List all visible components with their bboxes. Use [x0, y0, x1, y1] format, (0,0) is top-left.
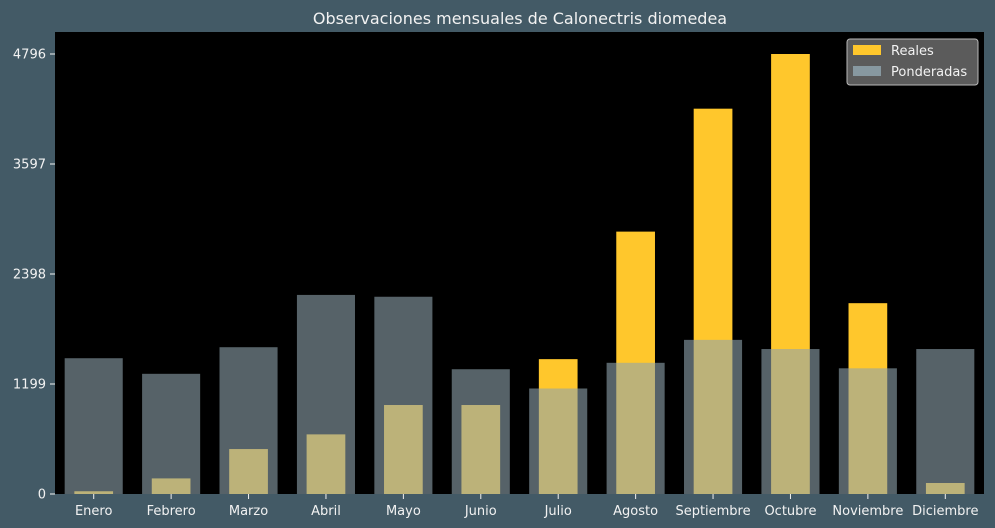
legend-swatch-reales: [853, 45, 881, 55]
bar-ponderadas-marzo: [219, 347, 278, 494]
chart-title: Observaciones mensuales de Calonectris d…: [313, 9, 727, 28]
y-tick-label-2398: 2398: [13, 268, 46, 283]
y-tick-label-1199: 1199: [13, 378, 46, 393]
x-tick-label-julio: Julio: [544, 504, 572, 519]
legend: Reales Ponderadas: [846, 38, 979, 86]
legend-label-reales: Reales: [891, 44, 934, 59]
bar-ponderadas-mayo: [374, 296, 433, 494]
bar-ponderadas-enero: [64, 358, 123, 494]
bar-ponderadas-diciembre: [916, 349, 975, 494]
bar-ponderadas-julio: [529, 388, 588, 494]
x-tick-label-junio: Junio: [464, 504, 497, 519]
bar-ponderadas-noviembre: [838, 368, 897, 494]
x-tick-label-septiembre: Septiembre: [675, 504, 750, 519]
bar-ponderadas-octubre: [761, 349, 820, 494]
x-tick-label-octubre: Octubre: [764, 504, 816, 519]
y-tick-label-3597: 3597: [13, 158, 46, 173]
x-tick-label-mayo: Mayo: [386, 504, 421, 519]
bar-ponderadas-abril: [296, 294, 355, 494]
y-tick-label-4796: 4796: [13, 48, 46, 63]
legend-label-ponderadas: Ponderadas: [891, 65, 967, 80]
x-tick-label-febrero: Febrero: [147, 504, 196, 519]
x-tick-label-marzo: Marzo: [229, 504, 268, 519]
bar-ponderadas-junio: [451, 369, 510, 494]
x-tick-label-enero: Enero: [75, 504, 113, 519]
x-tick-label-abril: Abril: [311, 504, 341, 519]
x-tick-label-agosto: Agosto: [613, 504, 658, 519]
plot-area: [55, 32, 984, 494]
x-tick-label-diciembre: Diciembre: [912, 504, 978, 519]
x-tick-label-noviembre: Noviembre: [832, 504, 903, 519]
bar-ponderadas-agosto: [606, 362, 665, 494]
legend-swatch-ponderadas: [853, 66, 881, 76]
y-tick-label-0: 0: [38, 488, 46, 503]
bar-ponderadas-septiembre: [684, 339, 743, 494]
axis-layer: 0 1199 2398 3597 4796 Enero Febrero Marzo Abril M…: [13, 48, 979, 520]
bars-layer: [64, 54, 975, 495]
bar-ponderadas-febrero: [142, 373, 201, 494]
